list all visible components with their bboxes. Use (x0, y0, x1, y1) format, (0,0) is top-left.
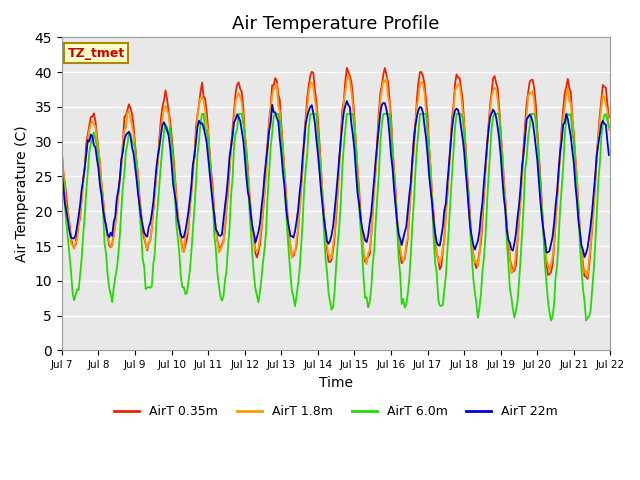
Text: TZ_tmet: TZ_tmet (67, 47, 125, 60)
Title: Air Temperature Profile: Air Temperature Profile (232, 15, 440, 33)
Y-axis label: Air Temperature (C): Air Temperature (C) (15, 126, 29, 262)
X-axis label: Time: Time (319, 376, 353, 390)
Legend: AirT 0.35m, AirT 1.8m, AirT 6.0m, AirT 22m: AirT 0.35m, AirT 1.8m, AirT 6.0m, AirT 2… (109, 400, 563, 423)
